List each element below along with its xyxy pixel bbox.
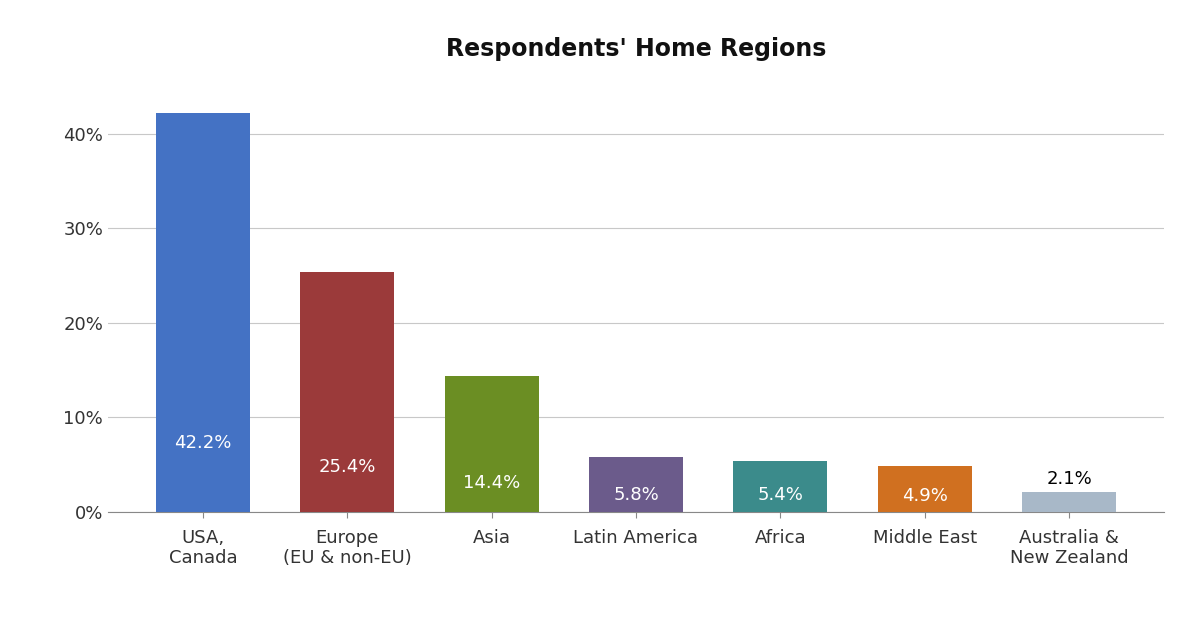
Bar [1022, 492, 1116, 512]
Text: 2.1%: 2.1% [1046, 470, 1092, 488]
Bar [589, 457, 683, 512]
Bar [156, 113, 250, 512]
Text: 25.4%: 25.4% [318, 458, 376, 476]
Title: Respondents' Home Regions: Respondents' Home Regions [446, 37, 826, 61]
Text: 4.9%: 4.9% [901, 487, 948, 505]
Text: 5.8%: 5.8% [613, 486, 659, 504]
Bar [733, 461, 827, 512]
Text: 14.4%: 14.4% [463, 474, 521, 492]
Bar [300, 272, 394, 512]
Bar [878, 466, 972, 512]
Text: 5.4%: 5.4% [757, 486, 803, 504]
Text: 42.2%: 42.2% [174, 434, 232, 452]
Bar [445, 376, 539, 512]
